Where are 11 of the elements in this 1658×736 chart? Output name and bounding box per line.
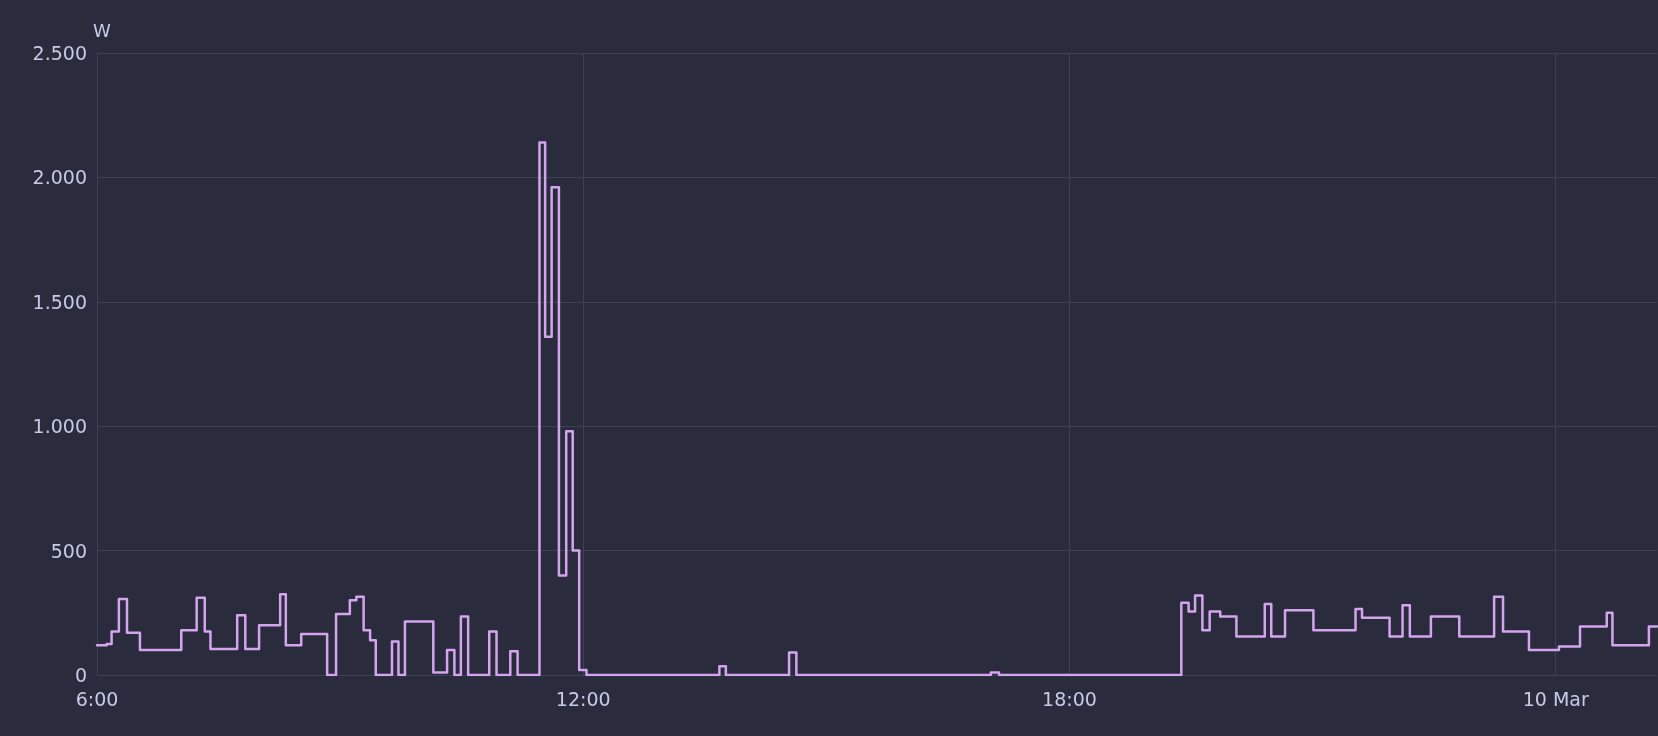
x-tick-label: 18:00 [1042,687,1097,710]
y-tick-label: 1.000 [32,415,87,438]
y-tick-label: 500 [50,539,87,562]
y-tick-label: 2.500 [32,42,87,64]
x-tick-label: 10 Mar [1522,687,1589,710]
x-tick-label: 6:00 [75,687,119,710]
y-tick-label: 2.000 [32,166,87,189]
y-axis-title: W [93,19,111,41]
x-tick-label: 12:00 [555,687,611,710]
y-tick-label: 1.500 [32,290,87,313]
y-tick-label: 0 [74,664,87,686]
